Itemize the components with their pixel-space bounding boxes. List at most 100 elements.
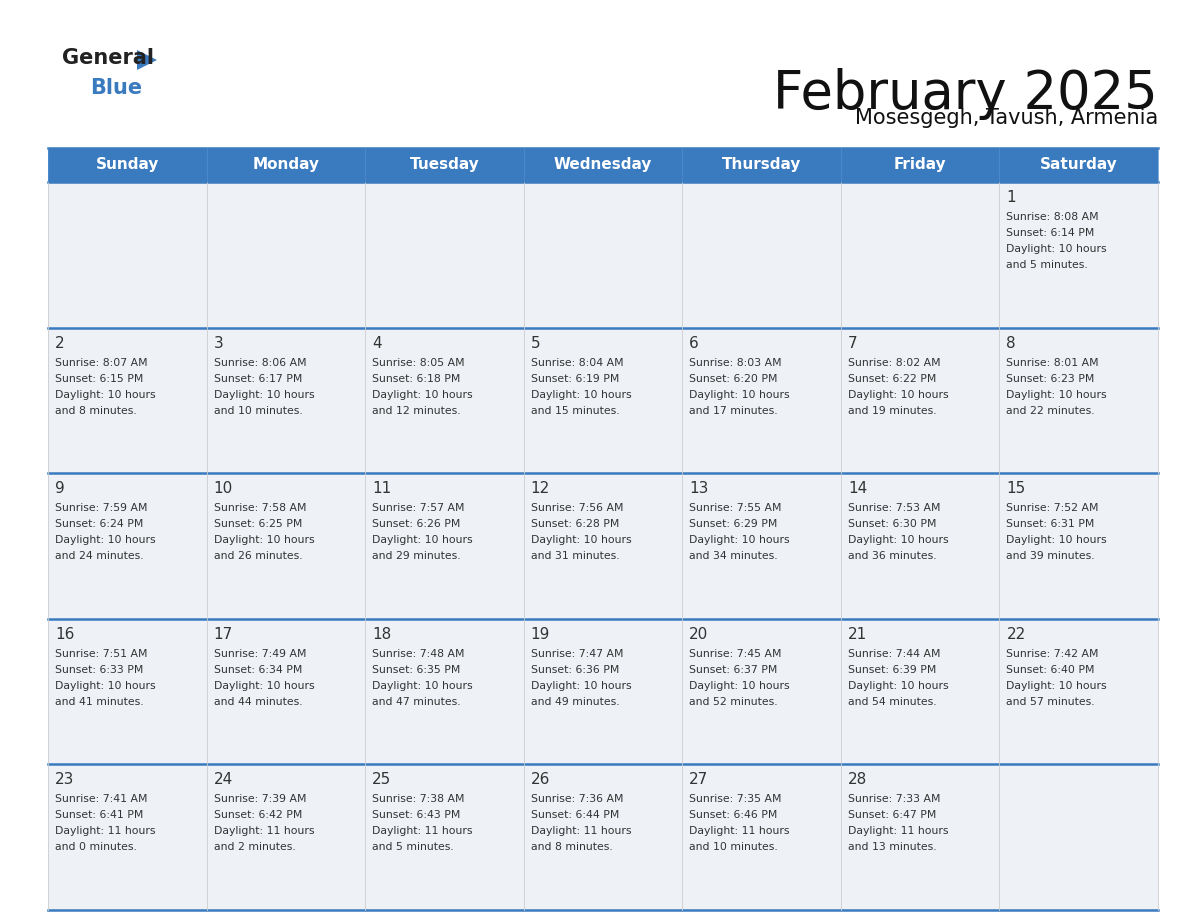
Text: Daylight: 10 hours: Daylight: 10 hours (55, 535, 156, 545)
Text: Daylight: 10 hours: Daylight: 10 hours (1006, 535, 1107, 545)
Text: and 41 minutes.: and 41 minutes. (55, 697, 144, 707)
Text: and 22 minutes.: and 22 minutes. (1006, 406, 1095, 416)
Text: Sunrise: 7:41 AM: Sunrise: 7:41 AM (55, 794, 147, 804)
Text: 6: 6 (689, 336, 699, 351)
Text: Daylight: 11 hours: Daylight: 11 hours (848, 826, 948, 836)
Text: Saturday: Saturday (1040, 158, 1118, 173)
Text: Sunset: 6:14 PM: Sunset: 6:14 PM (1006, 228, 1095, 238)
Bar (841, 473, 999, 619)
Text: Sunrise: 7:42 AM: Sunrise: 7:42 AM (1006, 649, 1099, 659)
Bar (524, 765, 682, 910)
Text: Sunset: 6:18 PM: Sunset: 6:18 PM (372, 374, 461, 384)
Text: Sunset: 6:47 PM: Sunset: 6:47 PM (848, 811, 936, 821)
Text: 26: 26 (531, 772, 550, 788)
Text: Sunday: Sunday (95, 158, 159, 173)
Text: Sunset: 6:17 PM: Sunset: 6:17 PM (214, 374, 302, 384)
Text: Daylight: 10 hours: Daylight: 10 hours (55, 681, 156, 691)
Text: and 5 minutes.: and 5 minutes. (372, 843, 454, 853)
Text: Monday: Monday (252, 158, 320, 173)
Text: General: General (62, 48, 154, 68)
Text: Sunrise: 7:45 AM: Sunrise: 7:45 AM (689, 649, 782, 659)
Bar (365, 182, 524, 328)
Text: Sunset: 6:44 PM: Sunset: 6:44 PM (531, 811, 619, 821)
Bar (207, 473, 365, 619)
Text: Sunrise: 8:03 AM: Sunrise: 8:03 AM (689, 358, 782, 367)
Text: Sunrise: 7:59 AM: Sunrise: 7:59 AM (55, 503, 147, 513)
Polygon shape (137, 50, 157, 70)
Text: Wednesday: Wednesday (554, 158, 652, 173)
Text: and 54 minutes.: and 54 minutes. (848, 697, 936, 707)
Text: Daylight: 10 hours: Daylight: 10 hours (1006, 389, 1107, 399)
Text: and 36 minutes.: and 36 minutes. (848, 551, 936, 561)
Text: and 10 minutes.: and 10 minutes. (214, 406, 302, 416)
Bar (365, 619, 524, 765)
Text: Daylight: 10 hours: Daylight: 10 hours (214, 535, 314, 545)
Text: Sunset: 6:24 PM: Sunset: 6:24 PM (55, 520, 144, 529)
Text: Sunrise: 7:33 AM: Sunrise: 7:33 AM (848, 794, 941, 804)
Text: Daylight: 11 hours: Daylight: 11 hours (689, 826, 790, 836)
Bar (524, 182, 682, 328)
Bar (207, 765, 365, 910)
Text: Sunset: 6:30 PM: Sunset: 6:30 PM (848, 520, 936, 529)
Bar (999, 182, 1158, 328)
Text: Sunset: 6:22 PM: Sunset: 6:22 PM (848, 374, 936, 384)
Bar (365, 473, 524, 619)
Text: 18: 18 (372, 627, 391, 642)
Text: and 52 minutes.: and 52 minutes. (689, 697, 778, 707)
Text: 13: 13 (689, 481, 709, 497)
Bar (999, 328, 1158, 473)
Text: Sunset: 6:37 PM: Sunset: 6:37 PM (689, 665, 778, 675)
Text: and 8 minutes.: and 8 minutes. (55, 406, 137, 416)
Text: and 47 minutes.: and 47 minutes. (372, 697, 461, 707)
Text: Daylight: 10 hours: Daylight: 10 hours (531, 535, 631, 545)
Text: Mosesgegh, Tavush, Armenia: Mosesgegh, Tavush, Armenia (854, 108, 1158, 128)
Text: 2: 2 (55, 336, 64, 351)
Text: Sunset: 6:25 PM: Sunset: 6:25 PM (214, 520, 302, 529)
Text: Sunrise: 7:39 AM: Sunrise: 7:39 AM (214, 794, 307, 804)
Text: Sunrise: 7:51 AM: Sunrise: 7:51 AM (55, 649, 147, 659)
Text: Sunset: 6:43 PM: Sunset: 6:43 PM (372, 811, 461, 821)
Text: Sunrise: 8:08 AM: Sunrise: 8:08 AM (1006, 212, 1099, 222)
Text: and 49 minutes.: and 49 minutes. (531, 697, 619, 707)
Text: and 26 minutes.: and 26 minutes. (214, 551, 302, 561)
Bar (48, 148, 1158, 182)
Bar (682, 473, 841, 619)
Text: and 29 minutes.: and 29 minutes. (372, 551, 461, 561)
Text: Daylight: 10 hours: Daylight: 10 hours (689, 389, 790, 399)
Text: and 5 minutes.: and 5 minutes. (1006, 260, 1088, 270)
Text: Sunset: 6:23 PM: Sunset: 6:23 PM (1006, 374, 1095, 384)
Text: Sunrise: 8:07 AM: Sunrise: 8:07 AM (55, 358, 147, 367)
Text: Sunrise: 7:55 AM: Sunrise: 7:55 AM (689, 503, 782, 513)
Text: Sunset: 6:39 PM: Sunset: 6:39 PM (848, 665, 936, 675)
Text: Thursday: Thursday (722, 158, 801, 173)
Text: and 19 minutes.: and 19 minutes. (848, 406, 936, 416)
Text: Daylight: 11 hours: Daylight: 11 hours (214, 826, 314, 836)
Text: and 2 minutes.: and 2 minutes. (214, 843, 296, 853)
Text: 20: 20 (689, 627, 708, 642)
Text: Daylight: 10 hours: Daylight: 10 hours (1006, 244, 1107, 254)
Text: 9: 9 (55, 481, 65, 497)
Bar (841, 328, 999, 473)
Bar (207, 619, 365, 765)
Bar (48, 619, 207, 765)
Text: 25: 25 (372, 772, 391, 788)
Bar (682, 182, 841, 328)
Text: 10: 10 (214, 481, 233, 497)
Text: 24: 24 (214, 772, 233, 788)
Text: Sunset: 6:29 PM: Sunset: 6:29 PM (689, 520, 778, 529)
Text: and 24 minutes.: and 24 minutes. (55, 551, 144, 561)
Text: Sunset: 6:20 PM: Sunset: 6:20 PM (689, 374, 778, 384)
Bar (207, 182, 365, 328)
Text: Sunset: 6:46 PM: Sunset: 6:46 PM (689, 811, 778, 821)
Text: 22: 22 (1006, 627, 1025, 642)
Text: Sunset: 6:41 PM: Sunset: 6:41 PM (55, 811, 144, 821)
Text: Sunset: 6:15 PM: Sunset: 6:15 PM (55, 374, 144, 384)
Text: 3: 3 (214, 336, 223, 351)
Text: 21: 21 (848, 627, 867, 642)
Text: and 15 minutes.: and 15 minutes. (531, 406, 619, 416)
Text: and 34 minutes.: and 34 minutes. (689, 551, 778, 561)
Text: Sunset: 6:35 PM: Sunset: 6:35 PM (372, 665, 461, 675)
Bar (524, 473, 682, 619)
Text: Sunrise: 7:58 AM: Sunrise: 7:58 AM (214, 503, 307, 513)
Bar (524, 328, 682, 473)
